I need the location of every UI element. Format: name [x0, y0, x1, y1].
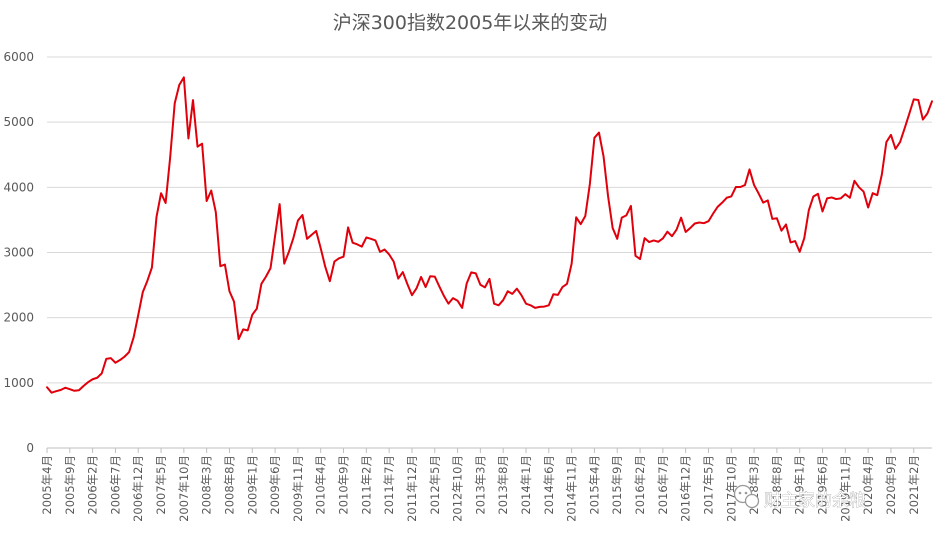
x-tick-label: 2016年12月 [679, 455, 693, 522]
series-layer [46, 76, 933, 394]
x-tick-label: 2009年11月 [291, 455, 305, 522]
chart-title: 沪深300指数2005年以来的变动 [333, 12, 608, 34]
x-tick-label: 2006年2月 [86, 455, 100, 515]
y-tick-label: 5000 [3, 115, 34, 129]
x-tick-label: 2005年4月 [40, 455, 54, 515]
x-tick-label: 2011年12月 [405, 455, 419, 522]
x-tick-label: 2019年1月 [793, 455, 807, 515]
x-tick-label: 2014年1月 [519, 455, 533, 515]
series-line-0 [46, 76, 933, 394]
x-tick-label: 2006年7月 [108, 455, 122, 515]
x-tick-label: 2008年3月 [200, 455, 214, 515]
y-tick-label: 4000 [3, 180, 34, 194]
watermark-text: 财主家的余粮 [764, 491, 866, 511]
x-tick-label: 2013年3月 [473, 455, 487, 515]
x-tick-label: 2019年6月 [816, 455, 830, 515]
x-tick-label: 2010年9月 [337, 455, 351, 515]
x-tick-label: 2011年7月 [382, 455, 396, 515]
y-tick-label: 0 [26, 441, 34, 455]
x-tick-label: 2011年2月 [359, 455, 373, 515]
x-tick-label: 2021年2月 [907, 455, 921, 515]
x-tick-label: 2008年8月 [222, 455, 236, 515]
y-tick-label: 2000 [3, 311, 34, 325]
x-tick-label: 2010年4月 [314, 455, 328, 515]
x-tick-label: 2007年10月 [177, 455, 191, 522]
x-tick-label: 2017年5月 [701, 455, 715, 515]
x-axis-ticks: 2005年4月 2005年9月 2006年2月 2006年7月 2006年12月 2007… [40, 448, 921, 522]
y-tick-label: 1000 [3, 376, 34, 390]
wechat-icon [733, 484, 760, 509]
watermark: 财主家的余粮 [733, 484, 866, 511]
y-tick-label: 3000 [3, 246, 34, 260]
gridlines [47, 56, 932, 384]
x-tick-label: 2015年9月 [610, 455, 624, 515]
x-tick-label: 2009年1月 [245, 455, 259, 515]
x-tick-label: 2020年4月 [861, 455, 875, 515]
x-tick-label: 2005年9月 [63, 455, 77, 515]
x-tick-label: 2020年9月 [884, 455, 898, 515]
x-tick-label: 2017年10月 [724, 455, 738, 522]
x-tick-label: 2014年6月 [542, 455, 556, 515]
x-tick-label: 2018年8月 [770, 455, 784, 515]
y-axis-ticks: 0 1000 2000 3000 4000 5000 6000 [3, 50, 34, 455]
y-tick-label: 6000 [3, 50, 34, 64]
x-tick-label: 2019年11月 [838, 455, 852, 522]
x-tick-label: 2013年8月 [496, 455, 510, 515]
x-tick-label: 2016年2月 [633, 455, 647, 515]
x-tick-label: 2007年5月 [154, 455, 168, 515]
x-tick-label: 2012年5月 [428, 455, 442, 515]
x-tick-label: 2016年7月 [656, 455, 670, 515]
x-tick-label: 2014年11月 [565, 455, 579, 522]
x-tick-label: 2009年6月 [268, 455, 282, 515]
x-tick-label: 2012年10月 [451, 455, 465, 522]
x-tick-label: 2006年12月 [131, 455, 145, 522]
x-tick-label: 2015年4月 [587, 455, 601, 515]
